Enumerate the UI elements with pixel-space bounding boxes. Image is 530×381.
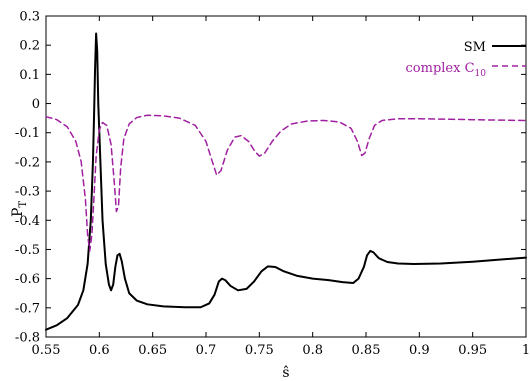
x-tick-label: 0.55 [32,343,61,358]
legend: SM complex C10 [406,40,526,79]
x-tick-label: 0.7 [196,343,217,358]
y-tick-label: -0.2 [15,155,40,170]
legend-label-complex-c10: complex C10 [406,61,487,79]
y-axis-label-group: PT [10,201,29,217]
x-tick-label: 0.6 [89,343,110,358]
y-axis-label-main: P [10,208,26,217]
y-tick-label: -0.1 [15,126,40,141]
y-tick-label: 0.3 [19,10,40,25]
x-tick-label: 0.95 [458,343,487,358]
y-tick-label: 0 [32,97,40,112]
x-tick-label: 0.8 [302,343,323,358]
y-tick-label: 0.2 [19,39,40,54]
legend-complex-sub: 10 [475,69,487,79]
legend-label-sm: SM [464,40,486,55]
series-layer [45,32,527,331]
x-axis: 0.55 0.6 0.65 0.7 0.75 0.8 0.85 0.9 0.95 1 [32,16,530,358]
x-tick-label: 0.9 [409,343,430,358]
x-axis-label: ŝ [282,365,289,381]
y-tick-label: -0.4 [15,214,40,229]
x-tick-label: 1 [522,343,530,358]
plot-area [45,15,527,338]
y-axis-label: PT [10,201,29,217]
y-tick-label: -0.8 [15,331,40,346]
y-tick-label: -0.7 [15,301,40,316]
y-axis: -0.8 -0.7 -0.6 -0.5 -0.4 -0.3 -0.2 -0.1 0 0.1 0.2 0… [15,10,526,346]
plot-frame [45,15,527,338]
x-tick-label: 0.85 [352,343,381,358]
y-tick-label: -0.6 [15,272,40,287]
series-line-sm [45,32,527,331]
y-tick-label: -0.5 [15,243,40,258]
x-tick-label: 0.65 [138,343,167,358]
legend-complex-name: complex C [406,61,475,76]
legend-sm-name: SM [464,40,486,55]
y-axis-label-sub: T [18,201,29,208]
y-tick-label: -0.3 [15,185,40,200]
y-tick-label: 0.1 [19,68,40,83]
series-line-complex-c10 [45,114,527,252]
x-tick-label: 0.75 [245,343,274,358]
